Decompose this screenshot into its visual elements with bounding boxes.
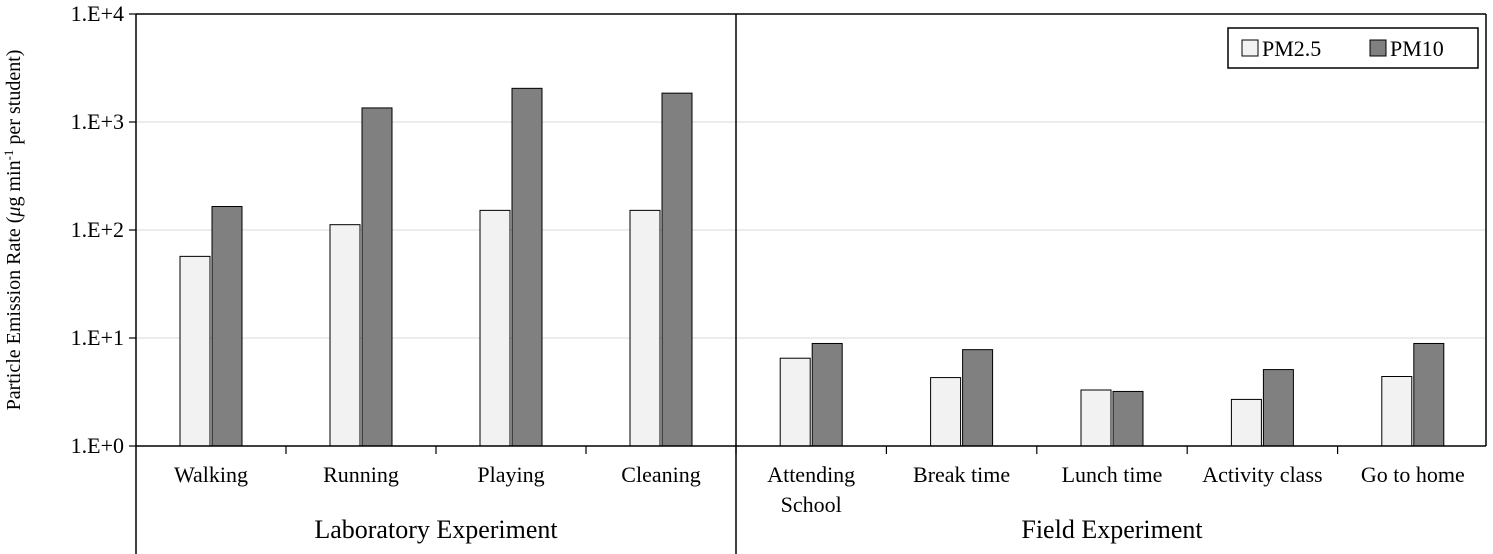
category-labels: Walking Running Playing Cleaning Attending Sc… xyxy=(174,462,1465,517)
y-tick-label: 1.E+1 xyxy=(71,325,124,350)
bar-pm25 xyxy=(1080,389,1112,447)
y-axis-title-part: Particle Emission Rate ( xyxy=(3,216,25,410)
y-tick-labels: 1.E+0 1.E+1 1.E+2 1.E+3 1.E+4 xyxy=(71,1,124,458)
category-label: Cleaning xyxy=(621,462,700,487)
category-label: Playing xyxy=(477,462,544,487)
group-label: Laboratory Experiment xyxy=(314,515,558,544)
bar-pm25 xyxy=(779,357,811,447)
category-label: Lunch time xyxy=(1062,462,1163,487)
y-tick-label: 1.E+0 xyxy=(71,433,124,458)
bar-pm10 xyxy=(1262,369,1294,447)
axes xyxy=(129,13,1487,554)
legend-swatch-pm25 xyxy=(1241,39,1259,57)
category-label: Attending xyxy=(767,462,855,487)
y-axis-title-part: g min xyxy=(3,160,25,206)
bar-pm25 xyxy=(179,255,211,447)
bar-pm10 xyxy=(1112,390,1144,447)
bar-pm10 xyxy=(962,349,994,447)
gridlines xyxy=(136,121,1486,339)
category-label: School xyxy=(781,492,842,517)
legend-swatch-pm10 xyxy=(1369,39,1387,57)
bar-pm25 xyxy=(1381,376,1413,447)
bar-pm25 xyxy=(1230,398,1262,447)
bars xyxy=(179,87,1445,447)
category-label: Break time xyxy=(913,462,1010,487)
group-labels: Laboratory Experiment Field Experiment xyxy=(314,515,1203,544)
y-axis-title-superscript: -1 xyxy=(1,150,16,161)
category-label: Go to home xyxy=(1361,462,1465,487)
category-label: Running xyxy=(323,462,399,487)
bar-pm10 xyxy=(661,92,693,447)
bar-pm25 xyxy=(930,377,962,447)
y-tick-label: 1.E+4 xyxy=(71,1,124,26)
y-tick-label: 1.E+2 xyxy=(71,217,124,242)
bar-pm10 xyxy=(361,107,393,447)
bar-pm10 xyxy=(811,342,843,447)
legend-label-pm10: PM10 xyxy=(1390,36,1444,61)
bar-pm25 xyxy=(479,209,511,447)
category-label: Walking xyxy=(174,462,248,487)
group-label: Field Experiment xyxy=(1021,515,1203,544)
bar-pm25 xyxy=(629,209,661,447)
bar-pm25 xyxy=(329,224,361,447)
bar-pm10 xyxy=(511,87,543,447)
legend-label-pm25: PM2.5 xyxy=(1262,36,1321,61)
y-axis-title: Particle Emission Rate (μg min-1 per stu… xyxy=(1,50,26,411)
bar-pm10 xyxy=(1413,342,1445,447)
category-label: Activity class xyxy=(1202,462,1322,487)
y-tick-label: 1.E+3 xyxy=(71,109,124,134)
y-axis-title-mu: μ xyxy=(3,207,25,218)
legend: PM2.5 PM10 xyxy=(1227,27,1479,69)
bar-pm10 xyxy=(211,206,243,447)
y-axis-title-part: per student) xyxy=(3,50,25,150)
